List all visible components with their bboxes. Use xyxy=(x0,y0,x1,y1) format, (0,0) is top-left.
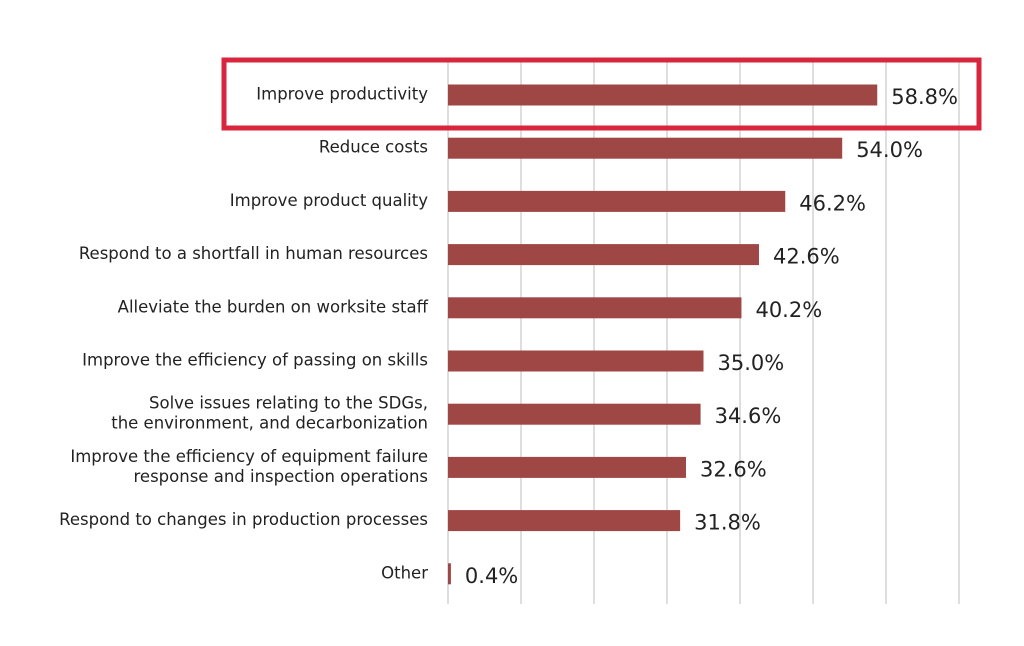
bar xyxy=(448,137,843,159)
value-label: 31.8% xyxy=(694,511,761,535)
bar xyxy=(448,403,701,425)
category-label: Improve productivity xyxy=(256,85,428,104)
category-label: the environment, and decarbonization xyxy=(111,414,428,433)
category-label: Alleviate the burden on worksite staff xyxy=(118,297,429,316)
value-label: 35.0% xyxy=(718,351,785,375)
bar xyxy=(448,244,759,266)
value-label: 40.2% xyxy=(755,298,822,322)
category-label: Improve product quality xyxy=(230,191,428,210)
value-label: 0.4% xyxy=(465,564,518,588)
bar xyxy=(448,190,786,212)
bar xyxy=(448,297,742,319)
bar xyxy=(448,456,686,478)
bar xyxy=(448,350,704,372)
value-label: 34.6% xyxy=(715,404,782,428)
category-label: response and inspection operations xyxy=(134,467,428,486)
bar xyxy=(448,563,451,585)
value-labels: 58.8% 54.0% 46.2% 42.6% 40.2% 35.0% 34.6% 32.6%… xyxy=(465,85,958,588)
bars xyxy=(448,84,878,585)
category-label: Reduce costs xyxy=(319,138,428,157)
highlight-annotation xyxy=(221,57,982,131)
category-label: Other xyxy=(381,563,428,582)
bar xyxy=(448,510,681,532)
value-label: 58.8% xyxy=(891,85,958,109)
value-label: 42.6% xyxy=(773,245,840,269)
category-label: Solve issues relating to the SDGs, xyxy=(149,394,428,413)
category-labels: Improve productivity Reduce costs Improve … xyxy=(59,85,429,583)
category-label: Respond to changes in production process… xyxy=(59,510,428,529)
bar xyxy=(448,84,878,106)
category-label: Respond to a shortfall in human resource… xyxy=(79,244,428,263)
value-label: 46.2% xyxy=(799,191,866,215)
value-label: 54.0% xyxy=(856,138,923,162)
category-label: Improve the efficiency of equipment fail… xyxy=(70,447,428,466)
value-label: 32.6% xyxy=(700,457,767,481)
category-label: Improve the efficiency of passing on ski… xyxy=(82,351,428,370)
highlight-box xyxy=(221,57,982,131)
